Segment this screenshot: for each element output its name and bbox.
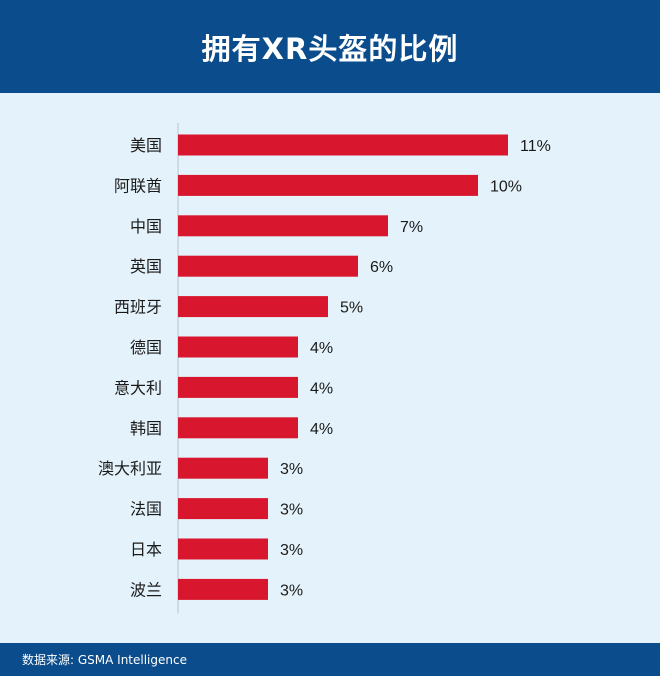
category-label: 韩国 <box>130 419 162 438</box>
bar <box>178 296 328 318</box>
category-label: 德国 <box>130 338 162 357</box>
category-label: 日本 <box>130 540 162 559</box>
bar <box>178 215 388 237</box>
value-label: 10% <box>490 178 522 195</box>
bar <box>178 376 298 398</box>
bar <box>178 578 268 600</box>
value-label: 3% <box>280 461 303 478</box>
bar <box>178 255 358 277</box>
category-label: 意大利 <box>114 378 162 397</box>
value-label: 7% <box>400 219 423 236</box>
source-note: 数据来源: GSMA Intelligence <box>22 653 187 667</box>
value-label: 3% <box>280 542 303 559</box>
category-label: 中国 <box>130 217 162 236</box>
category-label: 法国 <box>130 500 162 519</box>
bar <box>178 134 508 156</box>
value-label: 3% <box>280 582 303 599</box>
category-label: 澳大利亚 <box>98 459 162 478</box>
category-label: 波兰 <box>130 580 162 599</box>
value-label: 4% <box>310 421 333 438</box>
value-label: 11% <box>520 138 551 155</box>
header-banner: 拥有XR头盔的比例 <box>0 0 660 93</box>
bar <box>178 457 268 479</box>
value-label: 4% <box>310 380 333 397</box>
bar-chart: 美国 11% 阿联酋 10% 中国 7% 英国 6% 西班牙 5% 德国 4% 意大利 4% 韩国 4% 澳大利… <box>98 123 551 614</box>
chart-title: 拥有XR头盔的比例 <box>201 31 459 66</box>
bar <box>178 538 268 560</box>
chart-area: 美国 11% 阿联酋 10% 中国 7% 英国 6% 西班牙 5% 德国 4% 意大利 4% 韩国 4% 澳大利… <box>0 93 660 643</box>
category-label: 英国 <box>130 257 162 276</box>
value-label: 3% <box>280 502 303 519</box>
bar <box>178 336 298 358</box>
bar <box>178 174 478 196</box>
category-label: 西班牙 <box>114 298 162 317</box>
value-label: 4% <box>310 340 333 357</box>
value-label: 6% <box>370 259 393 276</box>
bar <box>178 417 298 439</box>
category-label: 阿联酋 <box>114 176 162 195</box>
footer-banner: 数据来源: GSMA Intelligence <box>0 643 660 676</box>
value-label: 5% <box>340 300 363 317</box>
bar <box>178 498 268 520</box>
category-label: 美国 <box>130 136 162 155</box>
